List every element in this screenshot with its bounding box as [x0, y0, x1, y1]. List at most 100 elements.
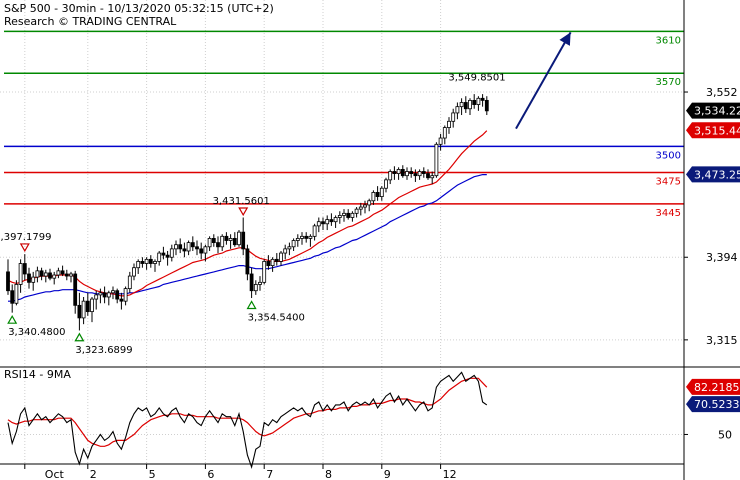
candle-body — [174, 244, 178, 250]
candle-body — [312, 225, 317, 237]
rsi-title: RSI14 - 9MA — [4, 368, 71, 381]
x-tick-label: 2 — [90, 468, 97, 480]
candle-body — [308, 235, 313, 239]
chart-title: S&P 500 - 30min - 10/13/2020 05:32:15 (U… — [4, 2, 274, 15]
candle-body — [195, 246, 199, 250]
candle-body — [249, 273, 254, 292]
level-label-resistance: 3610 — [656, 35, 681, 46]
candle-body — [455, 106, 460, 114]
candle-body — [237, 231, 241, 246]
candle-body — [413, 173, 418, 177]
candle-body — [333, 217, 338, 223]
projection-arrow-line — [515, 31, 572, 130]
candle-body — [321, 221, 325, 225]
candle-body — [438, 137, 443, 145]
chart-subtitle: Research © TRADING CENTRAL — [4, 15, 177, 28]
candle-body — [291, 240, 296, 248]
candle-body — [342, 212, 346, 216]
rsi-layer — [7, 371, 488, 469]
price-badge-fast — [686, 378, 740, 395]
candle-body — [430, 175, 435, 179]
candle-body — [283, 248, 288, 254]
candle-body — [48, 272, 52, 279]
candle-body — [81, 300, 86, 319]
candle-body — [434, 143, 439, 177]
candle-body — [140, 261, 145, 264]
price-badge-slow — [686, 396, 740, 413]
candle-body — [295, 238, 300, 241]
candle-body — [98, 292, 103, 296]
rsi-ma-line — [7, 377, 488, 447]
candle-body — [56, 270, 61, 276]
candle-body — [409, 171, 414, 174]
price-tick-label: 3,552 — [706, 86, 738, 99]
candle-body — [484, 99, 489, 112]
candle-body — [426, 173, 430, 179]
candle-body — [337, 215, 342, 218]
level-label-support: 3445 — [656, 208, 681, 219]
candle-body — [379, 187, 384, 197]
candle-body — [102, 292, 107, 298]
candle-body — [60, 270, 65, 275]
candle-body — [358, 206, 363, 210]
candle-body — [354, 208, 359, 214]
candle-body — [371, 192, 376, 202]
candle-body — [31, 276, 36, 283]
swing-high-marker — [19, 243, 30, 253]
swing-high-label: 3,397.1799 — [0, 232, 51, 243]
candle-body — [476, 97, 481, 105]
candle-body — [447, 120, 451, 128]
badge-layer: 3,534.22 3,515.44 3,473.25 82.2185 70.5233 — [686, 102, 740, 413]
candle-body — [304, 235, 309, 239]
candle-body — [14, 284, 19, 304]
candle-body — [136, 261, 141, 269]
candle-body — [232, 238, 237, 246]
candle-body — [241, 231, 246, 250]
swing-low-label: 3,340.4800 — [8, 327, 65, 338]
candle-body — [211, 238, 216, 244]
candle-body — [220, 235, 225, 248]
candle-body — [85, 300, 90, 313]
candle-body — [363, 204, 367, 208]
level-label-resistance: 3570 — [656, 77, 681, 88]
candle-body — [123, 288, 128, 302]
candle-body — [165, 254, 170, 258]
level-layer: 3610 3570 3500 3475 3445 — [4, 30, 684, 219]
candle-body — [190, 242, 195, 248]
candle-body — [459, 102, 464, 108]
candle-body — [480, 97, 485, 101]
candle-body — [161, 252, 166, 256]
candle-body — [157, 252, 162, 262]
candle-body — [300, 235, 304, 239]
candle-body — [270, 258, 275, 267]
candle-body — [396, 169, 401, 174]
price-badge-fast — [686, 122, 740, 139]
candle-body — [35, 270, 40, 278]
x-tick-label: 8 — [325, 468, 332, 480]
candle-body — [316, 221, 321, 227]
level-label-pivot: 3500 — [656, 150, 681, 161]
candle-body — [400, 169, 405, 177]
candle-body — [127, 275, 132, 290]
candle-body — [18, 263, 23, 285]
candle-body — [22, 263, 27, 275]
candle-body — [182, 248, 187, 252]
projection-arrow-head — [559, 32, 571, 46]
swing-low-marker — [74, 332, 85, 342]
candle-body — [258, 281, 262, 285]
candle-body — [216, 242, 220, 248]
price-badge-label-slow: 70.5233 — [694, 398, 740, 411]
candle-body — [262, 261, 267, 283]
swing-high-label: 3,431.5601 — [213, 196, 270, 207]
candle-body — [90, 298, 94, 313]
grid-layer — [0, 0, 684, 464]
price-badge-last — [686, 102, 740, 119]
candle-body — [463, 102, 468, 110]
candle-body — [119, 298, 124, 302]
candle-body — [421, 171, 426, 174]
candle-body — [245, 248, 250, 275]
candle-body — [10, 290, 15, 304]
candle-body — [111, 290, 115, 294]
